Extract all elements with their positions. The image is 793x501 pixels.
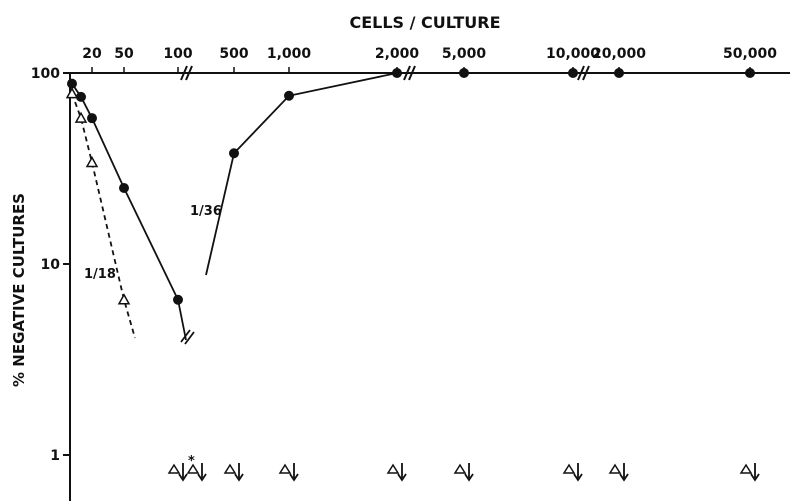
x-tick-label-5000: 5,000 (442, 46, 487, 62)
y-axis-label: % NEGATIVE CULTURES (10, 193, 28, 387)
series-136-point-0 (67, 78, 77, 89)
series-lines (71, 72, 750, 345)
below-one-triangle-1 (186, 463, 200, 474)
below-one-marker-1 (186, 463, 207, 482)
below-one-arrow-head-4 (397, 473, 407, 482)
series-line-118 (71, 93, 136, 339)
x-tick-label-2000: 2,000 (375, 46, 420, 62)
below-one-arrow-head-0 (178, 473, 188, 482)
below-one-marker-2 (223, 463, 244, 482)
x-tick-label-20: 20 (82, 46, 102, 62)
series-136-point-1 (76, 91, 86, 102)
x-tick-label-10000: 10,000 (546, 46, 600, 62)
below-one-arrow-head-3 (289, 473, 299, 482)
series-118-point-3 (117, 293, 131, 305)
below-one-triangle-5 (453, 463, 467, 474)
below-one-arrow-head-7 (619, 473, 629, 482)
below-one-arrow-head-8 (750, 473, 760, 482)
x-tick-label-20000: 20,000 (592, 46, 646, 62)
below-one-triangle-2 (223, 463, 237, 474)
series-118-point-0 (65, 87, 79, 99)
y-ticks: 100 10 1 (31, 66, 70, 464)
curve-label-1-36: 1/36 (190, 204, 222, 219)
series-s1-point-1 (284, 90, 294, 101)
series-s1-point-0 (229, 148, 239, 159)
series-136-point-4 (173, 294, 183, 305)
below-one-triangle-3 (278, 463, 292, 474)
x-tick-label-100: 100 (163, 46, 192, 62)
series-s1-point-6 (745, 68, 755, 78)
below-one-triangle-8 (739, 463, 753, 474)
below-one-markers: * (167, 454, 760, 482)
x-tick-label-1000: 1,000 (267, 46, 312, 62)
below-one-triangle-7 (608, 463, 622, 474)
below-one-marker-8 (739, 463, 760, 482)
series-118-point-2 (85, 155, 99, 168)
below-one-marker-5 (453, 463, 474, 482)
below-one-arrow-head-6 (573, 473, 583, 482)
y-tick-label-10: 10 (41, 257, 61, 273)
series-line-s1 (205, 72, 750, 276)
below-one-marker-0 (167, 463, 188, 482)
below-one-arrow-head-2 (234, 473, 244, 482)
series-136-point-2 (87, 113, 97, 124)
series-s1-point-4 (568, 68, 578, 78)
chart-title: CELLS / CULTURE (349, 13, 500, 32)
below-one-marker-3 (278, 463, 299, 482)
below-one-triangle-0 (167, 463, 181, 474)
below-one-triangle-4 (386, 463, 400, 474)
series-s1-point-5 (614, 68, 624, 78)
x-tick-label-50000: 50,000 (723, 46, 777, 62)
asterisk-note: * (188, 454, 195, 469)
series-136-point-3 (119, 182, 129, 193)
axis-break-100 (180, 65, 193, 81)
series-s1-point-2 (392, 68, 402, 78)
below-one-arrow-head-1 (197, 473, 207, 482)
series-break-1-36 (180, 329, 195, 345)
below-one-triangle-6 (562, 463, 576, 474)
x-tick-label-50: 50 (114, 46, 134, 62)
below-one-marker-6 (562, 463, 583, 482)
below-one-marker-4 (386, 463, 407, 482)
series-s1-point-3 (459, 68, 469, 78)
below-one-marker-7 (608, 463, 629, 482)
y-tick-label-1: 1 (50, 448, 60, 464)
curve-label-1-18: 1/18 (84, 267, 116, 282)
below-one-arrow-head-5 (464, 473, 474, 482)
series-118-point-1 (74, 111, 88, 123)
x-tick-label-500: 500 (219, 46, 248, 62)
series-markers (65, 68, 755, 305)
y-tick-label-100: 100 (31, 66, 60, 82)
